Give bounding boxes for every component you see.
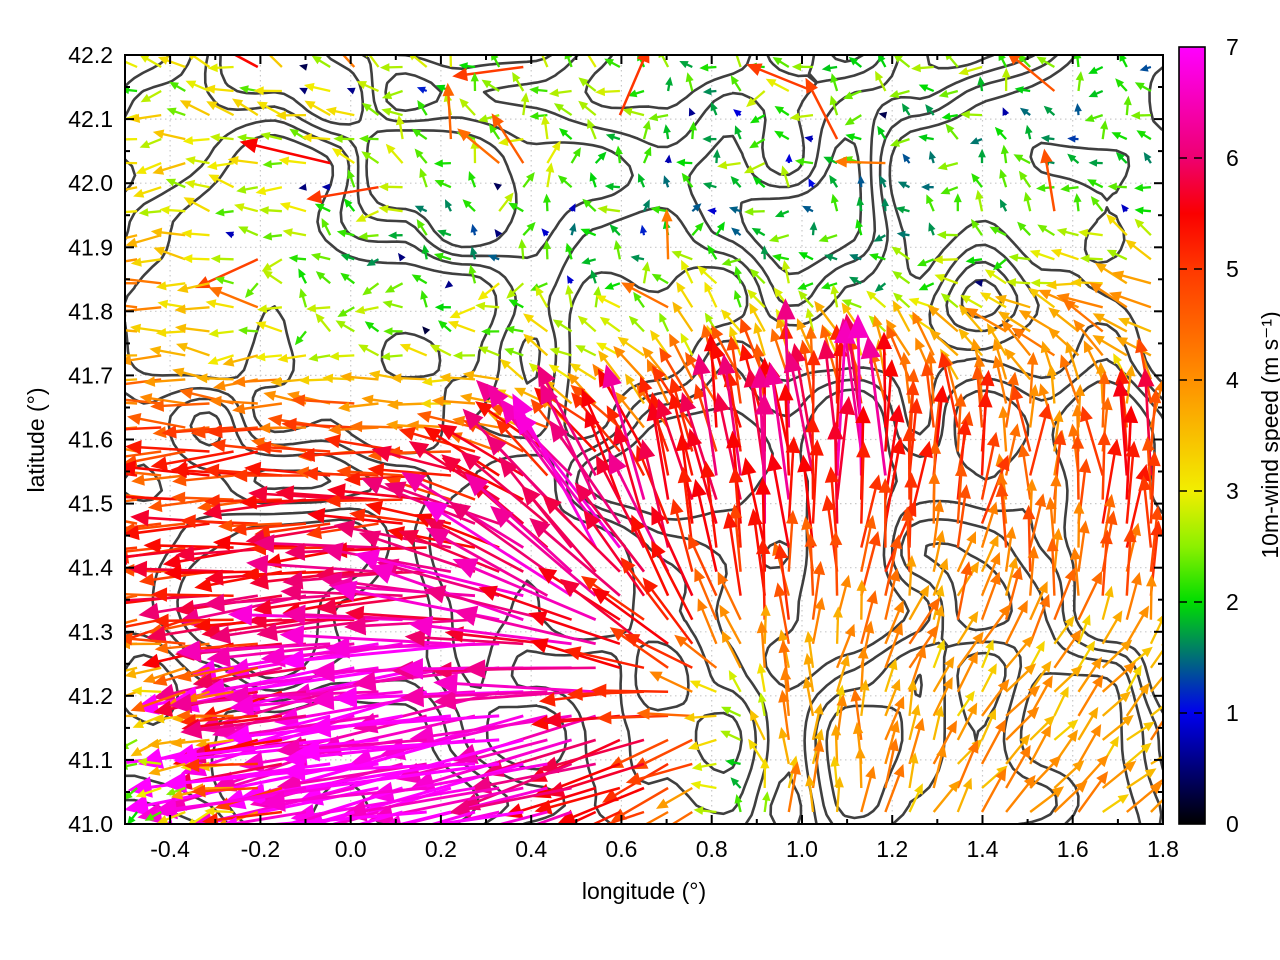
colorbar-tick-label: 7 xyxy=(1226,34,1239,60)
y-tick-label: 41.8 xyxy=(68,298,113,324)
y-tick-label: 41.1 xyxy=(68,747,113,773)
wind-arrow-layer xyxy=(125,55,1163,824)
colorbar-title: 10m-wind speed (m s⁻¹) xyxy=(1257,311,1280,559)
x-tick-label: -0.4 xyxy=(150,836,190,862)
x-tick-label: 0.2 xyxy=(425,836,457,862)
tick-label-layer: -0.4 -0.2 0.0 0.2 0.4 0.6 0.8 1.0 1.2 1.4 1.6 1.8 41… xyxy=(68,42,1179,862)
plot-border xyxy=(124,54,1164,825)
y-tick-label: 42.0 xyxy=(68,170,113,196)
y-axis-label: latitude (°) xyxy=(23,387,49,493)
y-tick-label: 42.2 xyxy=(68,42,113,68)
colorbar-gradient xyxy=(1179,47,1205,824)
x-tick-label: 0.8 xyxy=(696,836,728,862)
y-tick-label: 41.2 xyxy=(68,683,113,709)
x-tick-label: 0.4 xyxy=(515,836,547,862)
y-tick-label: 41.6 xyxy=(68,427,113,453)
y-tick-label: 42.1 xyxy=(68,106,113,132)
x-axis-label: longitude (°) xyxy=(581,878,707,904)
y-tick-label: 41.4 xyxy=(68,555,113,581)
x-tick-label: 1.0 xyxy=(786,836,818,862)
x-tick-label: 1.2 xyxy=(876,836,908,862)
x-tick-label: 1.6 xyxy=(1057,836,1089,862)
x-tick-label: 1.8 xyxy=(1147,836,1179,862)
x-tick-label: 0.0 xyxy=(335,836,367,862)
y-tick-label: 41.9 xyxy=(68,234,113,260)
y-tick-label: 41.3 xyxy=(68,619,113,645)
colorbar-tick-label: 2 xyxy=(1226,589,1239,615)
x-tick-label: -0.2 xyxy=(241,836,281,862)
colorbar-border xyxy=(1178,46,1206,825)
colorbar-tick-label: 5 xyxy=(1226,256,1239,282)
colorbar-label-layer: 0 1 2 3 4 5 6 7 xyxy=(1226,34,1239,837)
grid-layer xyxy=(125,54,1164,825)
x-tick-label: 0.6 xyxy=(605,836,637,862)
x-tick-label: 1.4 xyxy=(967,836,999,862)
colorbar-tick-label: 1 xyxy=(1226,700,1239,726)
colorbar-ticks xyxy=(1179,157,1205,714)
y-tick-label: 41.5 xyxy=(68,491,113,517)
y-tick-label: 41.0 xyxy=(68,811,113,837)
colorbar-tick-label: 3 xyxy=(1226,478,1239,504)
colorbar-tick-label: 6 xyxy=(1226,145,1239,171)
colorbar-tick-label: 0 xyxy=(1226,811,1239,837)
y-tick-label: 41.7 xyxy=(68,362,113,388)
colorbar-tick-label: 4 xyxy=(1226,367,1239,393)
